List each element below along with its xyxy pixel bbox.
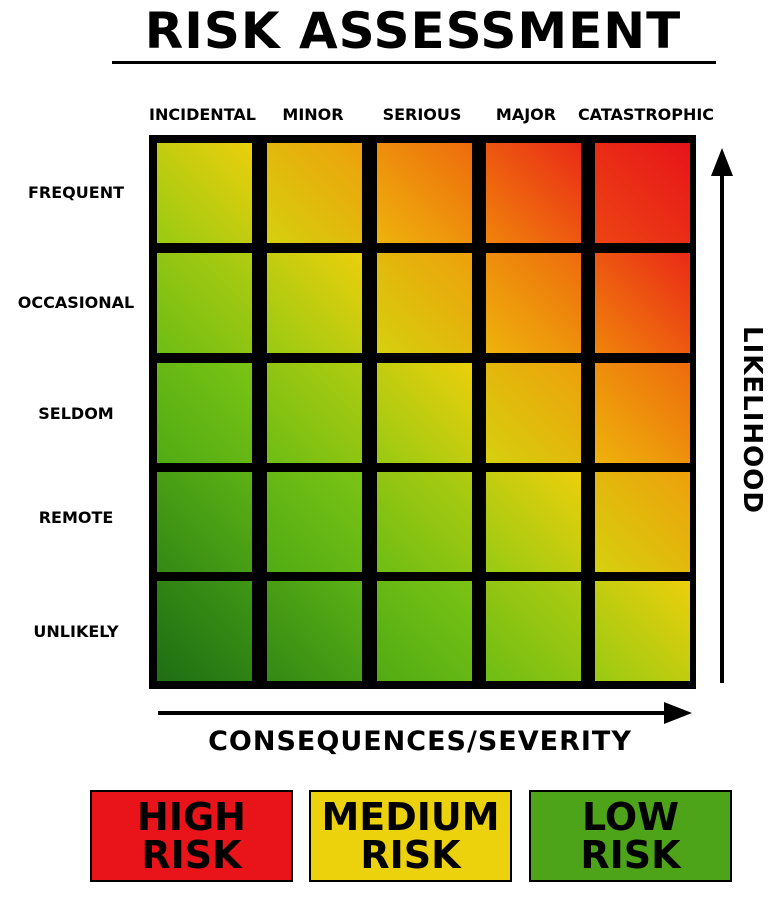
risk-cell-frequent-catastrophic xyxy=(595,143,690,243)
severity-label-catastrophic: CATASTROPHIC xyxy=(577,105,715,124)
risk-cell-frequent-minor xyxy=(267,143,362,243)
legend-high-line2: RISK xyxy=(141,833,242,877)
risk-cell-frequent-major xyxy=(486,143,581,243)
risk-matrix xyxy=(149,135,696,689)
risk-cell-occasional-major xyxy=(486,253,581,353)
risk-cell-seldom-major xyxy=(486,363,581,463)
severity-label-serious: SERIOUS xyxy=(382,105,462,124)
legend-high-risk: HIGH RISK xyxy=(90,790,293,882)
likelihood-label-frequent: FREQUENT xyxy=(27,183,124,202)
risk-cell-remote-catastrophic xyxy=(595,472,690,572)
risk-cell-seldom-serious xyxy=(377,363,472,463)
legend-medium-line1: MEDIUM xyxy=(321,795,500,839)
severity-label-incidental: INCIDENTAL xyxy=(149,105,256,124)
title-underline xyxy=(112,61,716,64)
likelihood-arrow xyxy=(720,165,724,683)
risk-cell-occasional-minor xyxy=(267,253,362,353)
risk-cell-unlikely-minor xyxy=(267,581,362,681)
legend-medium-line2: RISK xyxy=(360,833,461,877)
risk-cell-occasional-catastrophic xyxy=(595,253,690,353)
risk-cell-remote-minor xyxy=(267,472,362,572)
page-title: RISK ASSESSMENT xyxy=(144,2,682,60)
likelihood-label-unlikely: UNLIKELY xyxy=(33,622,119,641)
risk-cell-unlikely-catastrophic xyxy=(595,581,690,681)
likelihood-axis-label: LIKELIHOOD xyxy=(737,326,767,514)
legend-high-line1: HIGH xyxy=(137,795,246,839)
risk-cell-seldom-minor xyxy=(267,363,362,463)
severity-axis-label: CONSEQUENCES/SEVERITY xyxy=(208,726,632,757)
risk-cell-unlikely-serious xyxy=(377,581,472,681)
severity-label-major: MAJOR xyxy=(495,105,557,124)
risk-cell-frequent-serious xyxy=(377,143,472,243)
severity-arrow-head xyxy=(664,702,692,724)
severity-label-minor: MINOR xyxy=(282,105,344,124)
likelihood-arrow-head xyxy=(711,148,733,176)
risk-cell-remote-incidental xyxy=(157,472,252,572)
risk-cell-remote-major xyxy=(486,472,581,572)
risk-cell-occasional-incidental xyxy=(157,253,252,353)
likelihood-label-remote: REMOTE xyxy=(38,508,114,527)
likelihood-label-occasional: OCCASIONAL xyxy=(17,293,135,312)
legend-low-risk: LOW RISK xyxy=(529,790,732,882)
risk-cell-remote-serious xyxy=(377,472,472,572)
risk-cell-occasional-serious xyxy=(377,253,472,353)
legend-low-line2: RISK xyxy=(580,833,681,877)
risk-cell-seldom-incidental xyxy=(157,363,252,463)
risk-cell-unlikely-incidental xyxy=(157,581,252,681)
risk-cell-unlikely-major xyxy=(486,581,581,681)
severity-arrow xyxy=(158,711,668,715)
legend-low-line1: LOW xyxy=(581,795,680,839)
likelihood-label-seldom: SELDOM xyxy=(38,404,114,423)
legend-medium-risk: MEDIUM RISK xyxy=(309,790,512,882)
risk-cell-frequent-incidental xyxy=(157,143,252,243)
risk-cell-seldom-catastrophic xyxy=(595,363,690,463)
